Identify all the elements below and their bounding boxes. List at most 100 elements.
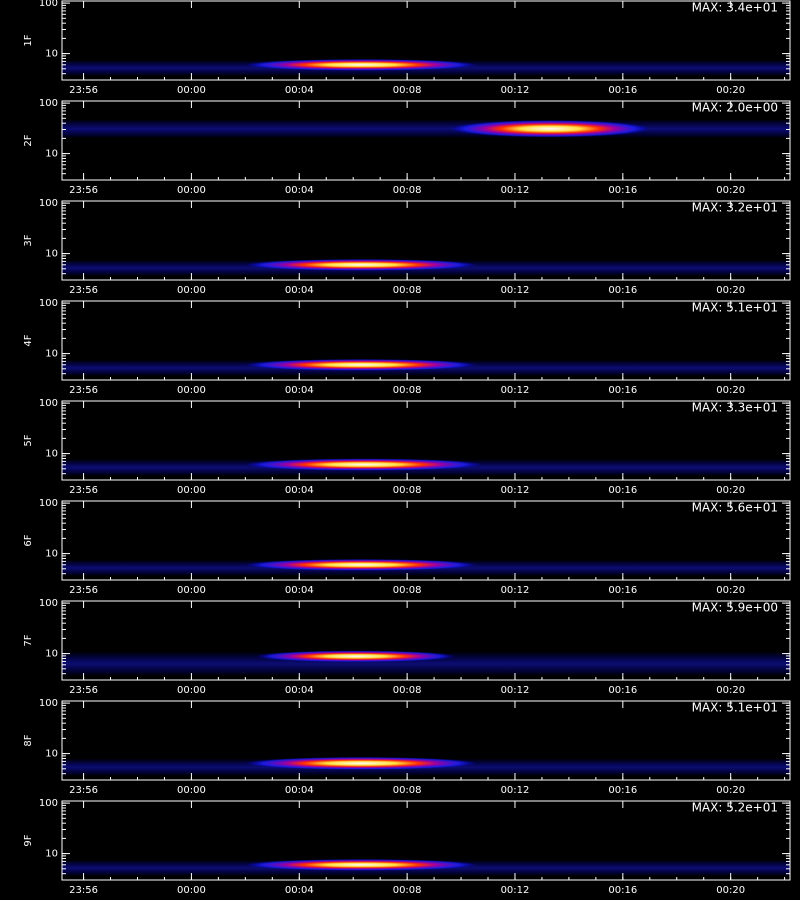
y-tick-label: 10 [45,149,58,160]
x-tick-label: 23:56 [69,785,98,796]
x-tick-label: 00:00 [177,785,206,796]
max-annotation: MAX: 5.1e+01 [692,301,778,315]
y-axis-label: 3F [23,234,34,246]
x-tick-label: 00:08 [393,785,422,796]
x-tick-label: 00:20 [716,585,745,596]
x-tick-label: 00:08 [393,585,422,596]
x-tick-label: 00:08 [393,85,422,96]
plot-frame [61,300,791,381]
intensity-blob [450,120,650,138]
max-annotation: MAX: 3.4e+01 [692,1,778,15]
plot-frame [61,100,791,181]
x-tick-label: 00:04 [285,285,314,296]
x-tick-label: 00:04 [285,85,314,96]
plot-frame [61,200,791,281]
y-tick-label: 10 [45,649,58,660]
plot-frame [61,400,791,481]
intensity-blob [245,259,478,271]
y-axis-label: 5F [23,434,34,446]
x-tick-label: 00:20 [716,85,745,96]
x-tick-label: 00:12 [501,585,530,596]
x-tick-label: 00:12 [501,385,530,396]
x-tick-label: 00:00 [177,485,206,496]
x-tick-label: 00:00 [177,85,206,96]
x-tick-label: 23:56 [69,585,98,596]
x-tick-label: 00:16 [608,685,637,696]
x-tick-label: 00:08 [393,285,422,296]
x-tick-label: 00:16 [608,885,637,896]
y-axis-label: 7F [23,634,34,646]
intensity-blob [245,59,478,71]
y-axis-label: 8F [23,734,34,746]
x-tick-label: 00:20 [716,485,745,496]
x-tick-label: 00:08 [393,185,422,196]
x-tick-label: 00:04 [285,685,314,696]
x-tick-label: 00:04 [285,385,314,396]
x-tick-label: 23:56 [69,85,98,96]
x-tick-label: 00:12 [501,685,530,696]
x-tick-label: 00:08 [393,385,422,396]
x-tick-label: 00:20 [716,185,745,196]
x-tick-label: 00:12 [501,485,530,496]
x-tick-label: 00:04 [285,585,314,596]
x-tick-label: 00:04 [285,785,314,796]
x-tick-label: 00:20 [716,785,745,796]
intensity-blob [245,559,478,571]
max-annotation: MAX: 3.2e+01 [692,201,778,215]
y-axis-label: 2F [23,134,34,146]
y-axis-label: 9F [23,834,34,846]
y-tick-label: 10 [45,549,58,560]
y-tick-label: 100 [39,298,58,309]
y-tick-label: 100 [39,598,58,609]
x-tick-label: 00:16 [608,85,637,96]
x-tick-label: 23:56 [69,885,98,896]
x-tick-label: 00:16 [608,485,637,496]
plot-frame [61,500,791,581]
x-tick-label: 00:12 [501,785,530,796]
y-tick-label: 10 [45,49,58,60]
max-annotation: MAX: 5.1e+01 [692,701,778,715]
x-tick-label: 00:16 [608,385,637,396]
intensity-blob [245,458,483,471]
x-tick-label: 00:20 [716,685,745,696]
x-tick-label: 00:12 [501,885,530,896]
y-tick-label: 100 [39,398,58,409]
x-tick-label: 00:04 [285,485,314,496]
x-tick-label: 00:12 [501,85,530,96]
x-tick-label: 00:00 [177,685,206,696]
x-tick-label: 00:16 [608,285,637,296]
plot-frame [61,700,791,781]
plot-frame [61,800,791,881]
x-tick-label: 00:08 [393,485,422,496]
y-tick-label: 100 [39,198,58,209]
x-tick-label: 23:56 [69,285,98,296]
max-annotation: MAX: 2.0e+00 [692,101,778,115]
x-tick-label: 00:20 [716,385,745,396]
x-tick-label: 00:08 [393,685,422,696]
x-tick-label: 00:12 [501,285,530,296]
x-tick-label: 00:04 [285,185,314,196]
x-tick-label: 00:04 [285,885,314,896]
max-annotation: MAX: 5.9e+00 [692,601,778,615]
y-axis-label: 6F [23,534,34,546]
x-tick-label: 00:00 [177,585,206,596]
y-tick-label: 100 [39,98,58,109]
x-tick-label: 00:08 [393,885,422,896]
y-axis-label: 1F [23,34,34,46]
max-annotation: MAX: 3.3e+01 [692,401,778,415]
plot-frame [61,600,791,681]
y-tick-label: 10 [45,249,58,260]
x-tick-label: 00:00 [177,885,206,896]
background-band [62,119,790,139]
y-axis-label: 4F [23,334,34,346]
y-tick-label: 10 [45,349,58,360]
intensity-blob [245,859,478,871]
x-tick-label: 23:56 [69,385,98,396]
x-tick-label: 23:56 [69,685,98,696]
intensity-blob [256,650,456,663]
x-tick-label: 00:20 [716,285,745,296]
y-tick-label: 10 [45,449,58,460]
x-tick-label: 23:56 [69,185,98,196]
